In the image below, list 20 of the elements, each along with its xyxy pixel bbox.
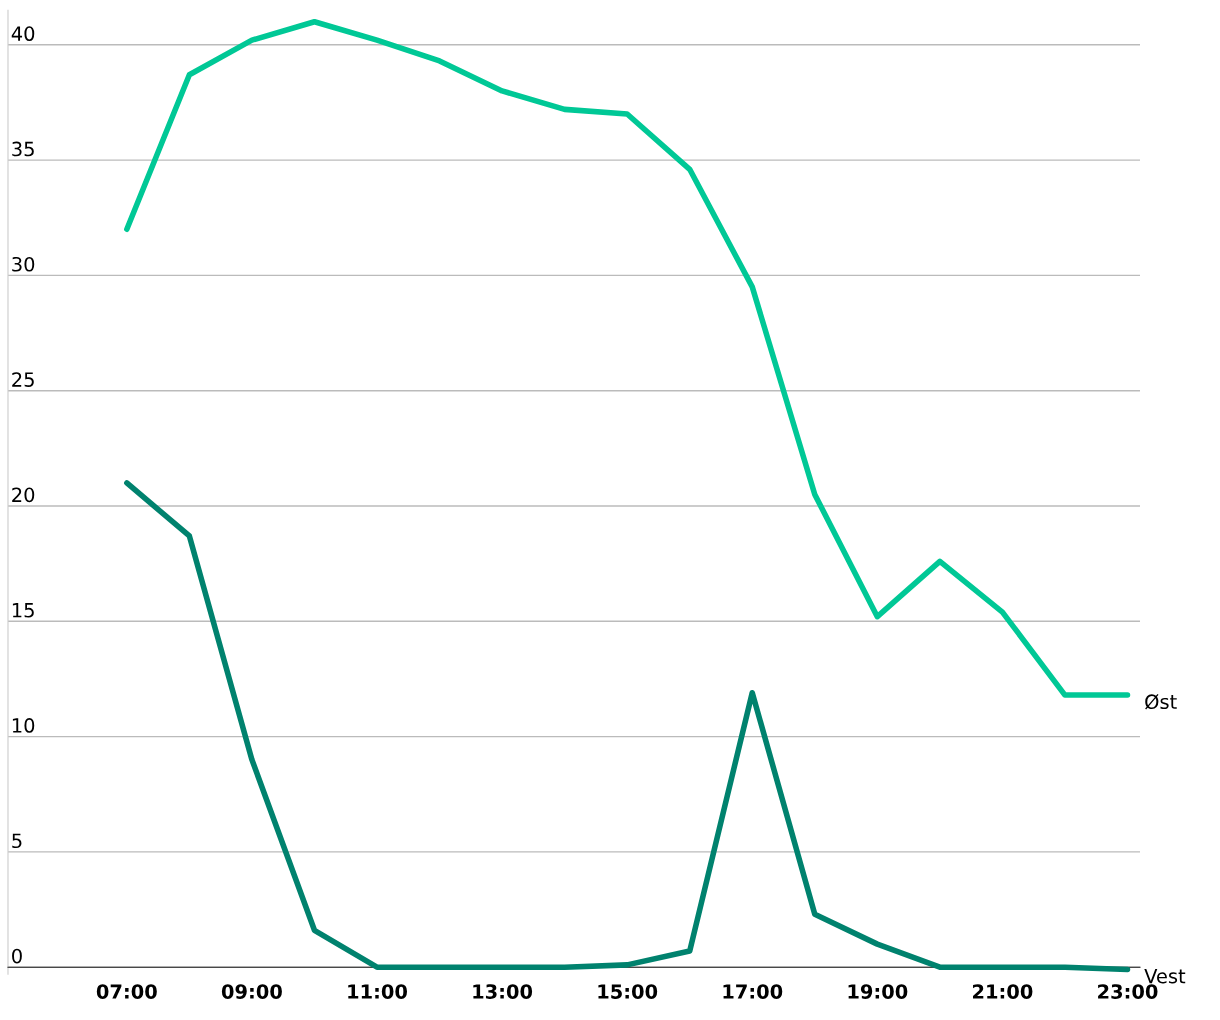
y-tick-label: 30 [12, 256, 35, 272]
y-tick-label: 5 [12, 833, 22, 849]
series-label: Øst [1145, 693, 1177, 710]
x-tick-label: 09:00 [221, 984, 282, 999]
x-tick-label: 13:00 [473, 984, 533, 999]
x-tick-label: 11:00 [348, 984, 408, 999]
y-tick-label: 35 [12, 141, 34, 157]
x-tick-label: 19:00 [848, 984, 908, 999]
x-tick-label: 15:00 [598, 984, 658, 999]
y-tick-label: 20 [12, 487, 35, 503]
y-tick-label: 15 [12, 603, 34, 618]
x-tick-label: 17:00 [723, 984, 783, 999]
x-tick-label: 23:00 [1098, 984, 1158, 999]
series-label: Vest [1144, 969, 1186, 984]
y-tick-label: 40 [11, 26, 35, 42]
y-tick-label: 0 [12, 948, 22, 964]
y-tick-label: 10 [12, 718, 35, 733]
y-tick-label: 25 [12, 372, 34, 387]
x-tick-label: 07:00 [96, 984, 157, 999]
x-tick-label: 21:00 [973, 984, 1033, 999]
